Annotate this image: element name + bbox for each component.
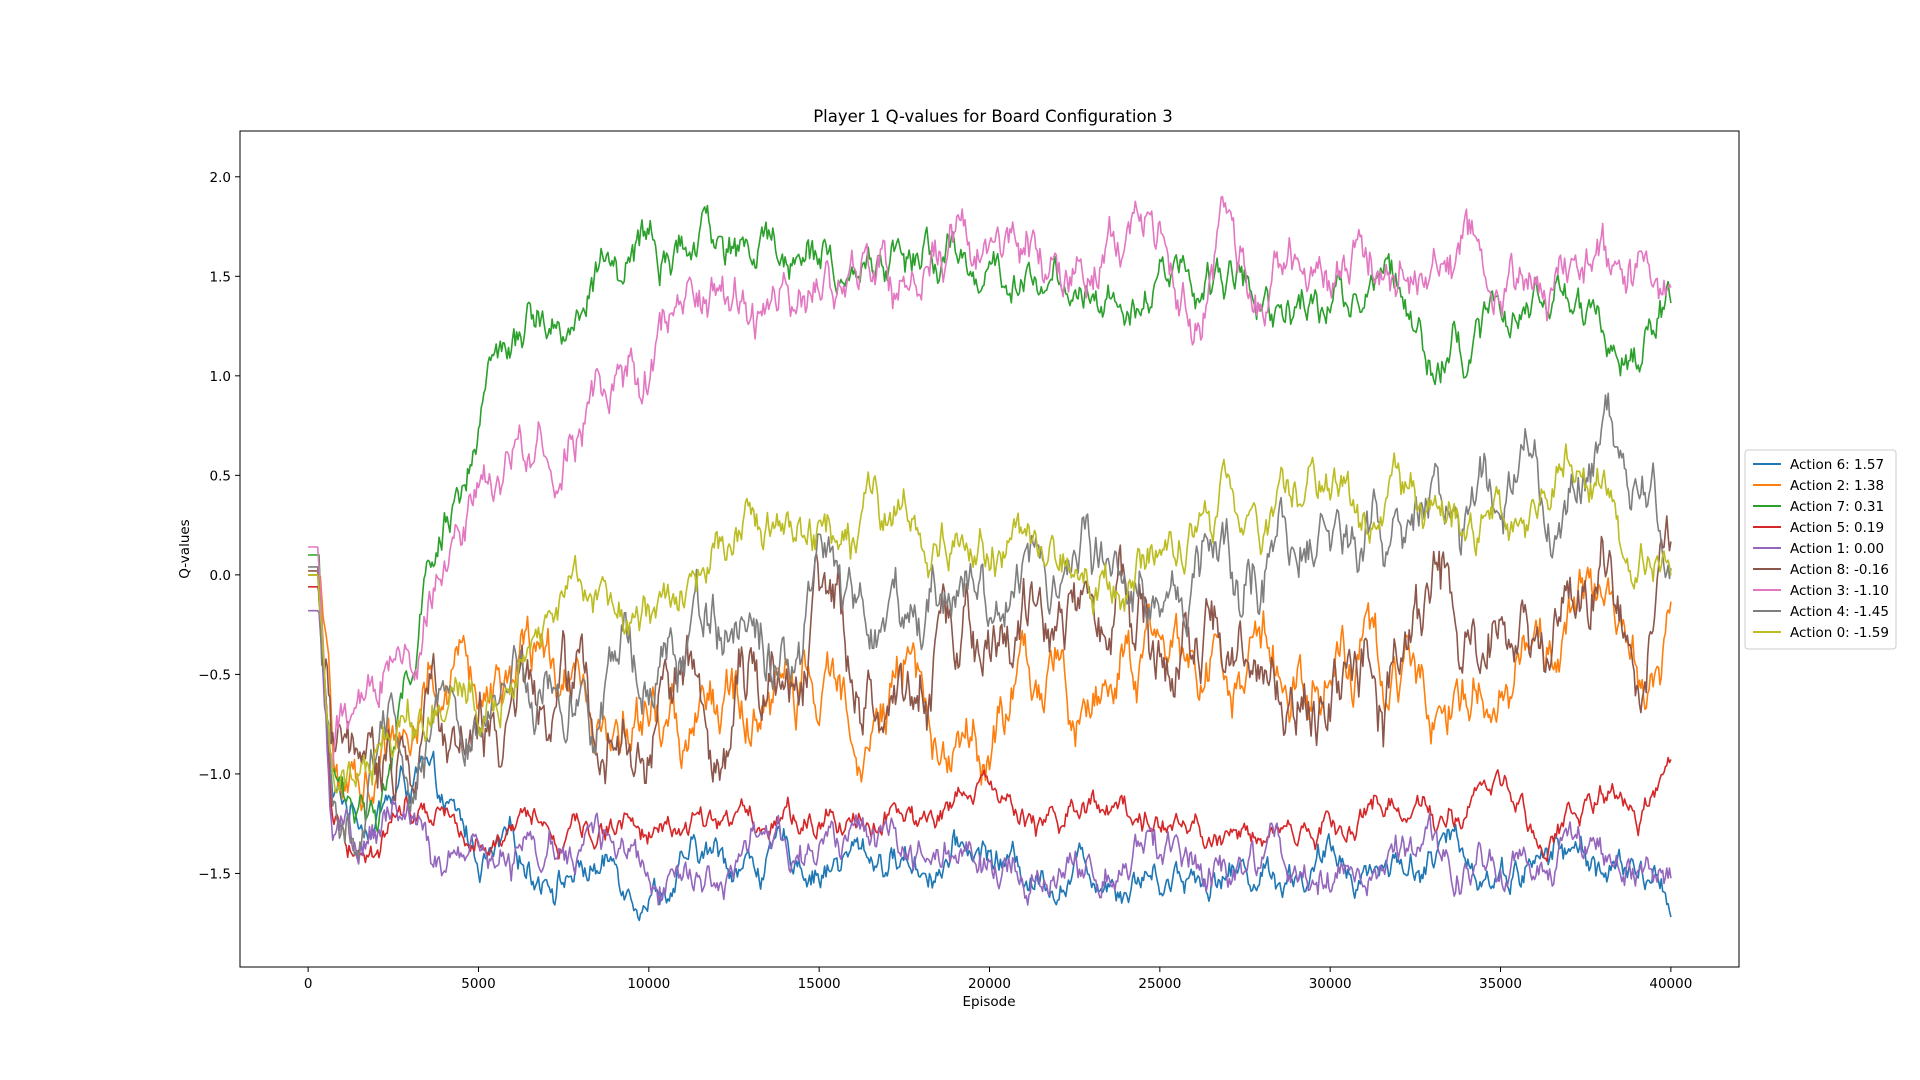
x-tick-label: 30000: [1309, 976, 1352, 992]
legend-label: Action 7: 0.31: [1790, 499, 1884, 515]
y-tick-label: 0.0: [210, 568, 231, 584]
x-axis-label: Episode: [962, 994, 1015, 1010]
y-tick-label: 0.5: [210, 468, 231, 484]
legend-label: Action 3: -1.10: [1790, 583, 1889, 599]
x-tick-label: 40000: [1649, 976, 1692, 992]
series-line: [308, 574, 1672, 922]
legend-label: Action 2: 1.38: [1790, 478, 1884, 494]
legend: Action 6: 1.57 Action 2: 1.38 Action 7: 0.…: [1744, 449, 1897, 650]
y-tick-label: 1.0: [210, 369, 231, 385]
series-line: [308, 195, 1672, 771]
y-tick-label: −1.5: [198, 866, 231, 882]
y-tick-label: 1.5: [210, 269, 231, 285]
x-tick-label: 25000: [1138, 976, 1181, 992]
x-tick-label: 5000: [461, 976, 495, 992]
y-axis-ticks: −1.5 −1.0 −0.5 0.0 0.5 1.0 1.5 2.0: [198, 170, 240, 882]
y-tick-label: 2.0: [210, 170, 231, 186]
x-axis-ticks: 0 5000 10000 15000 20000 25000 30000 35000 40000: [304, 967, 1692, 992]
legend-label: Action 1: 0.00: [1790, 541, 1884, 557]
series-line: [308, 443, 1672, 794]
y-axis-label: Q-values: [177, 519, 193, 578]
legend-label: Action 5: 0.19: [1790, 520, 1884, 536]
plot-area: [308, 195, 1672, 922]
x-tick-label: 15000: [798, 976, 841, 992]
series-line: [308, 609, 1672, 906]
legend-box: [1744, 449, 1897, 650]
x-tick-label: 35000: [1479, 976, 1522, 992]
legend-label: Action 4: -1.45: [1790, 604, 1889, 620]
legend-label: Action 6: 1.57: [1790, 457, 1884, 473]
series-line: [308, 515, 1672, 802]
x-tick-label: 20000: [968, 976, 1011, 992]
series-line: [308, 586, 1672, 864]
series-line: [308, 204, 1672, 834]
y-tick-label: −0.5: [198, 667, 231, 683]
chart-title: Player 1 Q-values for Board Configuratio…: [813, 107, 1173, 126]
y-tick-label: −1.0: [198, 767, 231, 783]
x-tick-label: 0: [304, 976, 313, 992]
series-line: [308, 566, 1672, 812]
x-tick-label: 10000: [627, 976, 670, 992]
legend-label: Action 0: -1.59: [1790, 625, 1889, 641]
legend-label: Action 8: -0.16: [1790, 562, 1889, 578]
